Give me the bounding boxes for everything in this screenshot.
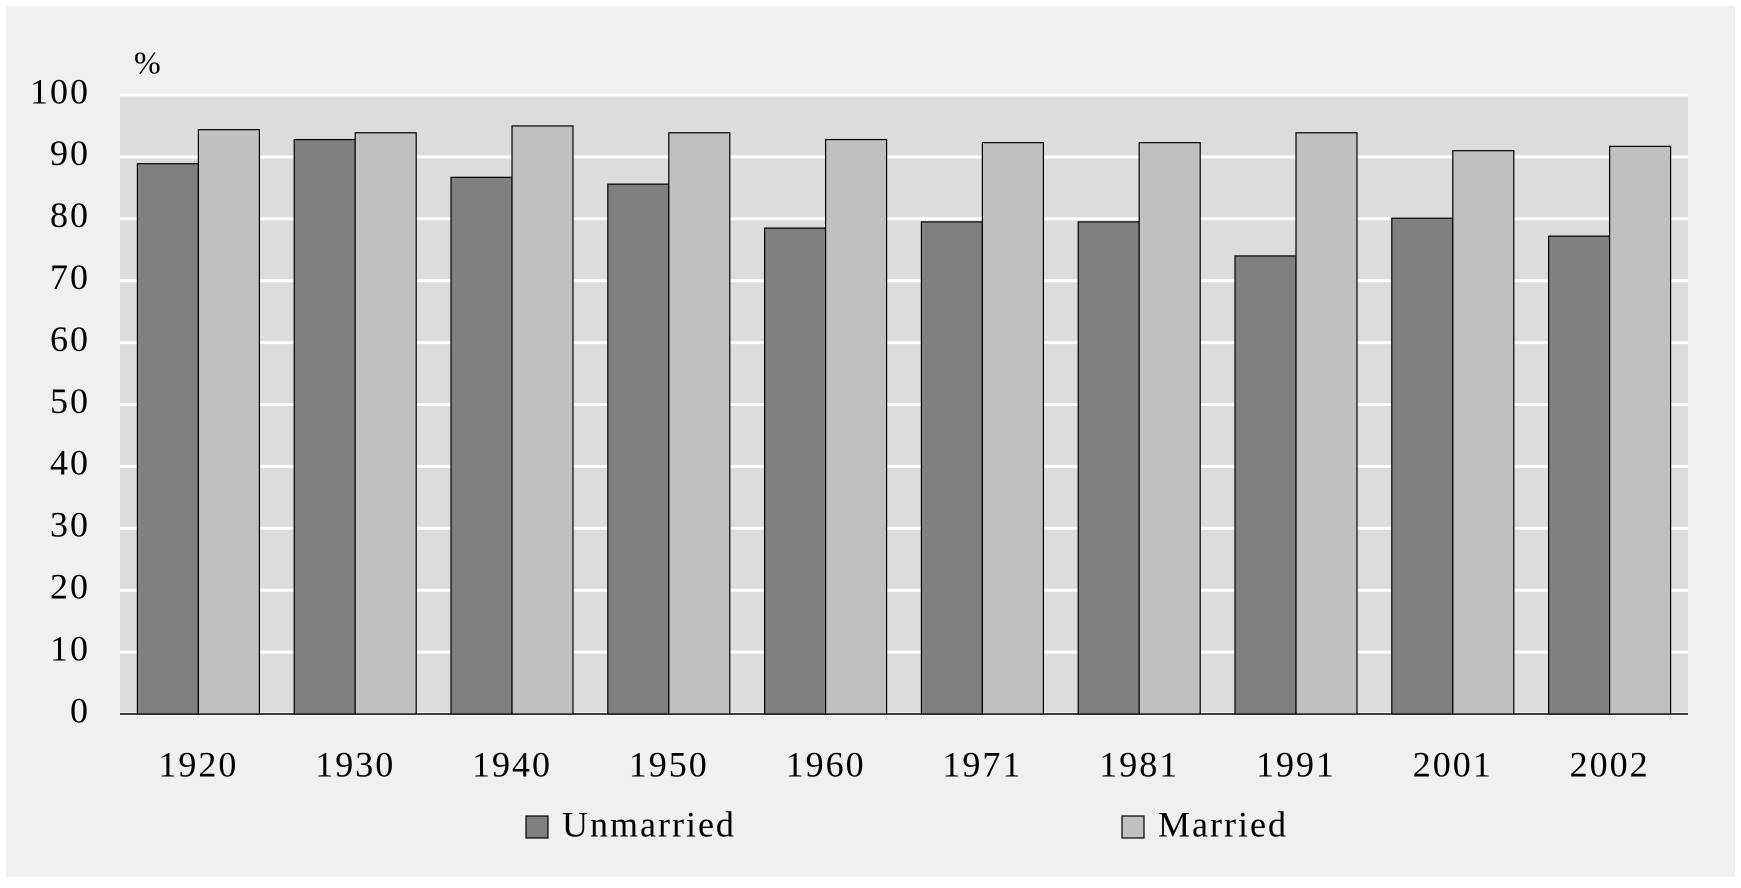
legend-label: Married bbox=[1158, 804, 1288, 844]
bar bbox=[1391, 217, 1454, 715]
bar bbox=[1452, 150, 1515, 715]
y-tick-label: 80 bbox=[50, 195, 90, 235]
bar bbox=[824, 138, 888, 715]
bar bbox=[511, 125, 574, 715]
x-tick-label: 1991 bbox=[1256, 744, 1336, 784]
bar bbox=[1547, 235, 1611, 715]
bar bbox=[920, 221, 984, 715]
bar bbox=[1608, 145, 1672, 715]
bar bbox=[450, 176, 513, 715]
bar bbox=[1295, 132, 1358, 715]
x-tick-label: 1960 bbox=[786, 744, 866, 784]
bar bbox=[607, 183, 670, 715]
x-tick-label: 1981 bbox=[1099, 744, 1179, 784]
y-tick-label: 100 bbox=[30, 71, 90, 111]
bar bbox=[981, 142, 1045, 715]
bar bbox=[763, 227, 827, 715]
bar bbox=[136, 163, 199, 715]
y-axis-label: % bbox=[134, 44, 163, 80]
legend-swatch bbox=[525, 815, 549, 839]
bar bbox=[1138, 142, 1201, 715]
legend-swatch bbox=[1121, 815, 1145, 839]
x-tick-label: 1950 bbox=[629, 744, 709, 784]
bar bbox=[293, 138, 356, 715]
bar bbox=[354, 132, 417, 715]
y-tick-label: 50 bbox=[50, 381, 90, 421]
y-tick-label: 70 bbox=[50, 257, 90, 297]
legend-label: Unmarried bbox=[562, 804, 736, 844]
y-tick-label: 20 bbox=[50, 566, 90, 606]
y-tick-label: 10 bbox=[50, 628, 90, 668]
y-tick-label: 30 bbox=[50, 505, 90, 545]
y-tick-label: 0 bbox=[70, 690, 90, 730]
x-tick-label: 1940 bbox=[472, 744, 552, 784]
bar bbox=[668, 132, 731, 715]
x-tick-label: 2002 bbox=[1570, 744, 1650, 784]
x-tick-label: 1930 bbox=[315, 744, 395, 784]
bar bbox=[1234, 255, 1297, 715]
y-tick-label: 40 bbox=[50, 443, 90, 483]
x-tick-label: 2001 bbox=[1413, 744, 1493, 784]
bar bbox=[1077, 221, 1140, 715]
x-tick-label: 1920 bbox=[158, 744, 238, 784]
y-tick-label: 60 bbox=[50, 319, 90, 359]
y-tick-label: 90 bbox=[50, 133, 90, 173]
x-tick-label: 1971 bbox=[942, 744, 1022, 784]
bar bbox=[197, 129, 260, 715]
